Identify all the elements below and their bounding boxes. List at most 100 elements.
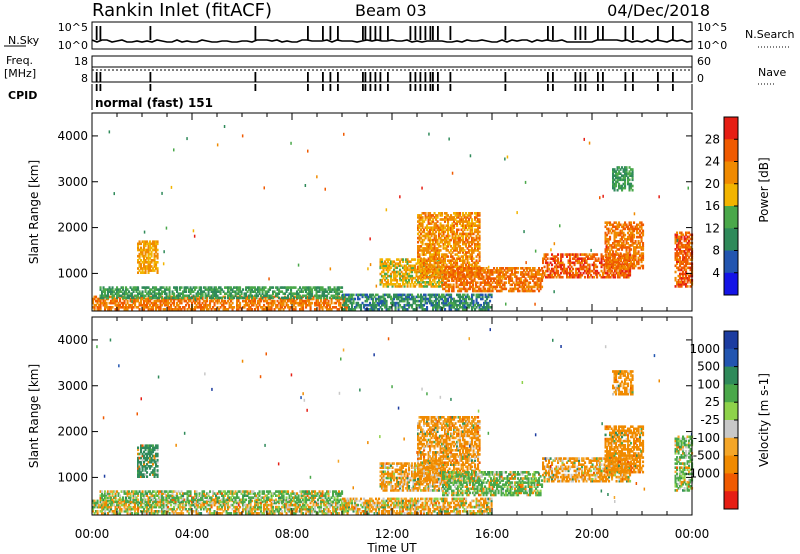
data-cell	[462, 224, 465, 227]
data-cell	[137, 306, 140, 309]
data-cell	[630, 231, 633, 235]
data-cell	[606, 273, 609, 277]
data-cell	[352, 308, 355, 311]
data-cell	[527, 281, 530, 284]
data-cell	[426, 265, 429, 269]
data-cell	[375, 284, 378, 288]
data-cell	[622, 231, 625, 235]
data-cell	[248, 306, 251, 309]
data-cell	[441, 224, 444, 227]
data-cell	[176, 301, 179, 305]
data-cell	[609, 275, 612, 279]
data-cell	[194, 298, 197, 302]
data-cell	[497, 275, 500, 278]
data-cell	[530, 275, 533, 278]
data-cell	[487, 277, 490, 280]
data-cell	[239, 294, 242, 298]
data-cell	[488, 269, 491, 272]
data-cell	[438, 270, 441, 274]
data-cell	[406, 262, 409, 265]
data-cell	[536, 285, 539, 289]
data-cell	[475, 255, 478, 258]
data-cell	[332, 294, 335, 298]
data-cell	[448, 234, 451, 238]
data-cell	[685, 233, 688, 237]
data-cell	[357, 301, 360, 305]
data-cell	[473, 275, 476, 278]
data-cell	[423, 293, 426, 297]
freq-spike	[429, 72, 432, 82]
data-cell	[683, 266, 686, 270]
data-cell	[418, 247, 421, 250]
data-cell	[311, 290, 314, 293]
data-cell	[415, 278, 418, 282]
data-cell	[465, 220, 468, 223]
data-cell	[620, 273, 623, 277]
data-cell	[281, 286, 284, 289]
data-cell	[680, 237, 683, 241]
data-cell	[291, 297, 294, 301]
data-cell	[381, 258, 384, 261]
data-cell	[436, 267, 439, 271]
data-cell	[606, 258, 609, 262]
data-cell	[527, 283, 530, 287]
data-cell	[255, 303, 258, 307]
data-cell	[593, 267, 596, 271]
data-cell	[119, 303, 122, 307]
data-cell	[499, 289, 502, 293]
data-cell	[399, 268, 402, 272]
data-cell	[445, 240, 448, 244]
nsky-spike	[364, 26, 367, 40]
data-cell	[451, 234, 454, 238]
data-cell	[417, 236, 420, 240]
data-cell	[361, 301, 364, 305]
data-cell	[114, 308, 117, 311]
data-cell	[467, 271, 470, 274]
data-cell	[476, 267, 479, 270]
data-cell	[192, 308, 195, 311]
data-cell	[554, 257, 557, 260]
data-cell	[260, 299, 263, 303]
data-cell	[131, 303, 134, 307]
data-cell	[616, 233, 619, 237]
data-cell	[420, 293, 423, 297]
data-cell	[429, 293, 432, 297]
data-cell	[621, 269, 624, 273]
data-cell	[610, 223, 613, 227]
data-cell	[627, 231, 630, 235]
data-cell	[640, 231, 643, 235]
data-cell	[535, 271, 538, 274]
data-cell	[479, 267, 482, 270]
data-cell	[426, 275, 429, 279]
data-cell	[429, 278, 432, 282]
freq-spike	[254, 72, 257, 82]
date-label: 04/Dec/2018	[607, 1, 710, 20]
data-cell	[421, 238, 424, 242]
data-cell	[400, 295, 403, 299]
data-cell	[207, 294, 210, 298]
data-cell	[153, 256, 156, 260]
data-cell	[624, 258, 627, 262]
data-cell	[373, 306, 376, 309]
data-cell	[370, 293, 373, 297]
data-cell	[156, 288, 159, 291]
data-cell	[473, 277, 476, 280]
data-cell	[143, 286, 146, 289]
data-cell	[147, 252, 150, 256]
data-cell	[99, 303, 102, 307]
data-cell	[628, 227, 631, 231]
data-cell	[680, 241, 683, 245]
data-cell	[451, 218, 454, 221]
data-cell	[441, 230, 444, 234]
data-cell	[98, 306, 101, 309]
data-cell	[355, 306, 358, 309]
data-cell	[134, 294, 137, 298]
data-cell	[564, 267, 567, 271]
data-cell	[155, 303, 158, 307]
data-cell	[623, 267, 626, 271]
data-cell	[317, 296, 320, 300]
data-cell	[198, 301, 201, 305]
data-cell	[462, 301, 465, 305]
data-cell	[543, 265, 546, 269]
data-cell	[408, 281, 411, 284]
